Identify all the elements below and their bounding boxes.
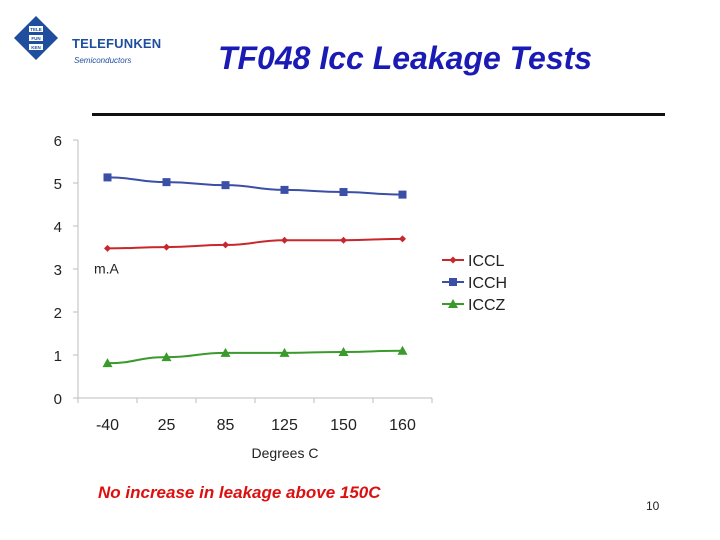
- data-point-iccz: [397, 345, 408, 355]
- y-tick-label: 0: [54, 391, 62, 408]
- data-point-iccz: [338, 346, 349, 356]
- leakage-line-chart: 0 1 2 3 4 5 6 -40 25 85 125 150 160 ICCL ICCH ICCZ m.A…: [54, 133, 507, 461]
- data-point-iccl: [163, 243, 170, 251]
- telefunken-logo: TELE FUN KEN TELEFUNKEN Semiconductors: [12, 14, 161, 65]
- series-line-iccz: [107, 349, 403, 365]
- legend-item-iccl: ICCL: [442, 253, 505, 270]
- chart-axes: 0 1 2 3 4 5 6 -40 25 85 125 150 160: [54, 133, 433, 434]
- legend-marker-iccz: [448, 299, 458, 308]
- data-point-icch: [221, 181, 230, 190]
- logo-cell-3: KEN: [31, 45, 41, 50]
- legend-marker-icch: [449, 278, 457, 286]
- slide-caption: No increase in leakage above 150C: [98, 483, 381, 502]
- data-point-iccz: [161, 352, 172, 362]
- x-tick-label: 85: [217, 417, 235, 434]
- series-line-icch: [107, 176, 403, 196]
- data-point-iccl: [340, 236, 347, 244]
- data-point-iccz: [102, 358, 113, 368]
- brand-name: TELEFUNKEN: [72, 36, 162, 51]
- data-point-icch: [103, 173, 112, 182]
- data-point-iccz: [220, 347, 231, 357]
- legend-marker-iccl: [449, 256, 457, 264]
- data-point-iccl: [104, 244, 111, 252]
- data-point-iccz: [279, 347, 290, 357]
- y-tick-label: 4: [54, 219, 62, 236]
- data-point-iccl: [399, 235, 406, 243]
- y-tick-label: 5: [54, 176, 62, 193]
- slide-title: TF048 Icc Leakage Tests: [217, 40, 593, 76]
- logo-cell-bg-1: [29, 26, 43, 32]
- data-point-iccl: [281, 236, 288, 244]
- y-tick-label: 6: [54, 133, 62, 150]
- data-point-icch: [339, 188, 348, 197]
- logo-cell-1: TELE: [30, 27, 42, 32]
- logo-cell-2: FUN: [31, 36, 40, 41]
- legend-item-icch: ICCH: [442, 275, 507, 292]
- x-tick-label: -40: [96, 417, 119, 434]
- legend-label-iccz: ICCZ: [468, 297, 506, 314]
- y-tick-label: 3: [54, 262, 62, 279]
- legend-item-iccz: ICCZ: [442, 297, 506, 314]
- brand-subtitle: Semiconductors: [74, 56, 132, 65]
- y-axis-label: m.A: [94, 260, 120, 276]
- x-tick-label: 150: [330, 417, 357, 434]
- page-number: 10: [646, 499, 660, 513]
- x-tick-label: 25: [158, 417, 176, 434]
- logo-cell-bg-2: [29, 35, 43, 41]
- series-iccl: [104, 235, 406, 252]
- legend-label-iccl: ICCL: [468, 253, 505, 270]
- title-divider: [92, 113, 665, 116]
- logo-cell-bg-3: [29, 44, 43, 50]
- legend-label-icch: ICCH: [468, 275, 507, 292]
- data-point-icch: [162, 178, 171, 187]
- series-icch: [103, 173, 407, 199]
- data-point-iccl: [222, 241, 229, 249]
- chart-legend: ICCL ICCH ICCZ: [442, 253, 507, 314]
- data-point-icch: [280, 185, 289, 194]
- x-tick-label: 160: [389, 417, 416, 434]
- data-point-icch: [398, 190, 407, 199]
- y-tick-label: 1: [54, 348, 62, 365]
- chart-series: [102, 173, 408, 368]
- logo-diamond-icon: TELE FUN KEN: [14, 16, 58, 60]
- series-line-iccl: [107, 237, 403, 250]
- x-axis-label: Degrees C: [252, 445, 319, 461]
- x-tick-label: 125: [271, 417, 298, 434]
- y-tick-label: 2: [54, 305, 62, 322]
- series-iccz: [102, 345, 408, 368]
